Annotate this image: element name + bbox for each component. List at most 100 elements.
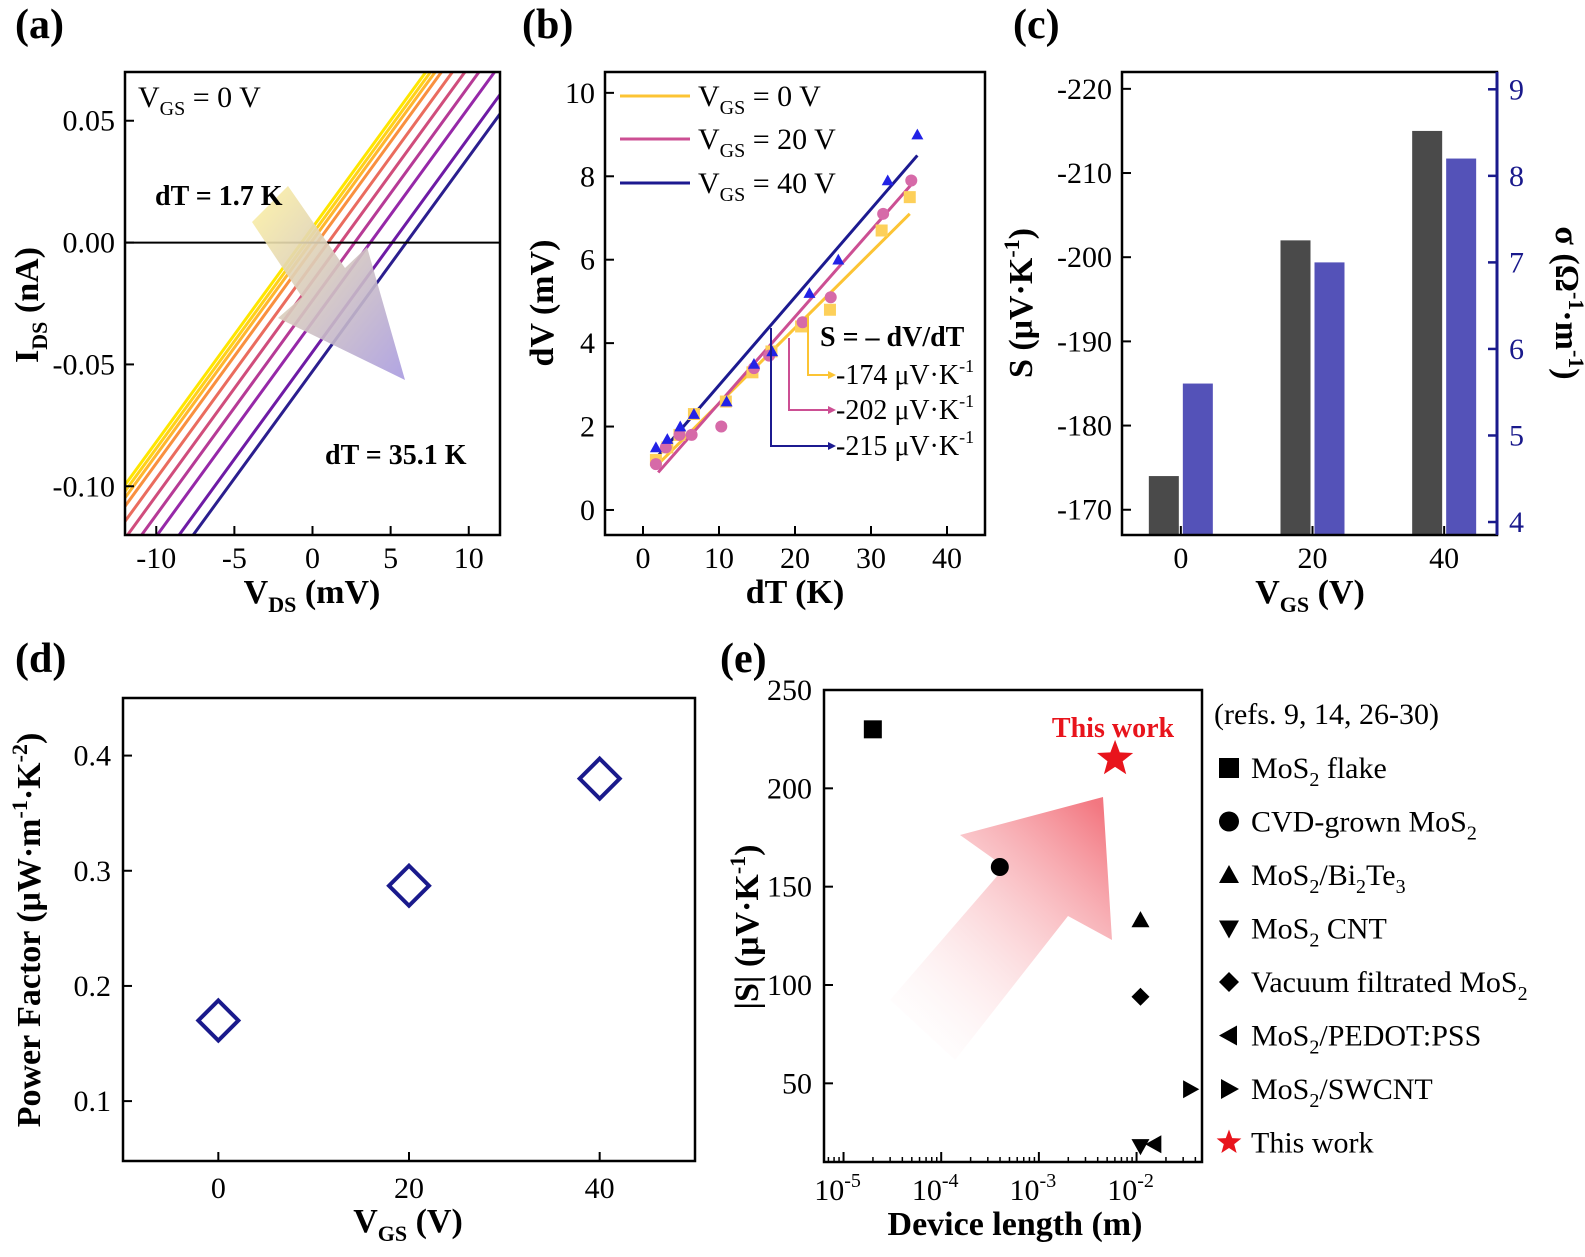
a-dT-arrow (252, 186, 405, 380)
c-ytick-right-label-1: 5 (1509, 419, 1524, 452)
c-bar-sigma-1 (1314, 262, 1345, 535)
b-legend: VGS = 0 V VGS = 20 V VGS = 40 V (620, 80, 836, 206)
b-ytick-label-4: 8 (580, 160, 595, 193)
c-ylabel-left: S (μV·K-1) (999, 228, 1040, 378)
c-bar-S-0 (1148, 476, 1179, 535)
d-ytick-label-1: 0.2 (74, 970, 112, 1003)
e-xlabel: Device length (m) (888, 1206, 1143, 1243)
a-dT-start: dT = 1.7 K (155, 181, 283, 212)
e-legend-marker-1 (1219, 811, 1239, 832)
b-annotation-2: -215 μV·K-1 (836, 427, 974, 462)
b-xtick-label-3: 30 (856, 542, 886, 575)
c-xtick-label-1: 20 (1298, 542, 1328, 575)
a-ylabel: IDS (nA) (9, 247, 52, 363)
b-fit-line-1 (657, 183, 913, 474)
d-point-0 (195, 997, 242, 1044)
panel-e: (e) 10-5 10-4 10-3 10-2 50 100 150 200 250 This … (720, 636, 1528, 1243)
b-annotation-0: -174 μV·K-1 (836, 356, 974, 391)
b-point-2-10 (911, 128, 924, 140)
b-annotation-arrows (770, 314, 836, 450)
e-legend-label-7: This work (1251, 1127, 1374, 1160)
e-trend-arrow (890, 797, 1112, 1060)
d-xtick-label-1: 20 (394, 1172, 424, 1205)
b-point-2-1 (661, 433, 674, 444)
b-point-1-1 (659, 441, 672, 454)
e-point-6 (1183, 1080, 1200, 1099)
b-legend-label-2: VGS = 40 V (698, 167, 836, 206)
d-ytick-label-3: 0.4 (74, 740, 112, 773)
c-xtick-label-2: 40 (1429, 542, 1459, 575)
e-legend-marker-3 (1219, 920, 1239, 939)
e-legend-header: (refs. 9, 14, 26-30) (1214, 698, 1439, 731)
c-bar-S-1 (1280, 240, 1311, 535)
e-legend-marker-2 (1219, 865, 1239, 883)
e-point-5 (1145, 1135, 1162, 1154)
e-legend-marker-4 (1219, 972, 1239, 992)
d-markers (195, 755, 623, 1044)
d-point-2 (576, 755, 623, 802)
e-legend-label-5: MoS2/PEDOT:PSS (1251, 1020, 1481, 1059)
b-legend-label-0: VGS = 0 V (698, 80, 821, 119)
d-axes-ticks: 0 20 40 0.1 0.2 0.3 0.4 (74, 740, 615, 1205)
a-ytick-label-3: -0.10 (53, 470, 116, 503)
b-point-0-9 (875, 224, 888, 237)
b-point-2-4 (720, 395, 733, 407)
b-axes-ticks: 0 10 20 30 40 0 2 4 6 8 10 (565, 77, 962, 575)
b-fit-line-0 (657, 212, 911, 466)
e-markers (863, 720, 1200, 1156)
e-ytick-label-4: 250 (767, 674, 812, 707)
c-xtick-label-0: 0 (1173, 542, 1188, 575)
a-xtick-label-0: -10 (136, 542, 176, 575)
c-ytick-left-label-0: -220 (1057, 73, 1112, 106)
e-ytick-label-2: 150 (767, 871, 812, 904)
b-ytick-label-3: 6 (580, 244, 595, 277)
b-fit-line-2 (657, 154, 919, 457)
a-curve-9 (191, 113, 500, 535)
d-point-1 (386, 862, 432, 909)
a-dT-end: dT = 35.1 K (325, 440, 467, 471)
e-point-0 (863, 720, 882, 739)
b-annotation-1: -202 μV·K-1 (836, 391, 974, 426)
b-xtick-label-2: 20 (780, 542, 810, 575)
a-gate-label: VGS = 0 V (138, 81, 261, 120)
b-legend-label-1: VGS = 20 V (698, 123, 836, 162)
b-ytick-label-5: 10 (565, 77, 595, 110)
c-ytick-left-label-2: -200 (1057, 241, 1112, 274)
e-legend-marker-6 (1221, 1079, 1239, 1099)
a-ytick-label-0: 0.05 (63, 105, 116, 138)
c-ytick-left-label-4: -180 (1057, 410, 1112, 443)
b-point-1-8 (824, 291, 837, 304)
b-point-1-10 (905, 174, 918, 187)
b-xtick-label-1: 10 (704, 542, 734, 575)
b-point-1-2 (673, 428, 686, 441)
c-bar-sigma-0 (1182, 383, 1213, 535)
b-ytick-label-1: 2 (580, 411, 595, 444)
d-xtick-label-2: 40 (585, 1172, 615, 1205)
e-xtick-label-2: 10-3 (1010, 1170, 1057, 1207)
a-axes-ticks: -10 -5 0 5 10 0.05 0.00 -0.05 -0.10 (53, 105, 484, 575)
panel-label-d: (d) (15, 636, 66, 682)
e-ytick-label-0: 50 (782, 1067, 812, 1100)
b-point-2-6 (766, 345, 779, 357)
e-ylabel: |S| (μV·K-1) (725, 845, 766, 1010)
e-point-7 (1096, 739, 1134, 775)
e-legend: MoS2 flake CVD-grown MoS2 MoS2/Bi2Te3 MoS2 … (1216, 752, 1528, 1160)
b-point-1-0 (649, 458, 662, 471)
c-ytick-left-label-3: -190 (1057, 325, 1112, 358)
e-legend-label-3: MoS2 CNT (1251, 913, 1387, 952)
b-ytick-label-2: 4 (580, 327, 595, 360)
b-ytick-label-0: 0 (580, 494, 595, 527)
a-xtick-label-4: 10 (454, 542, 484, 575)
d-xtick-label-0: 0 (211, 1172, 226, 1205)
e-point-4 (1131, 987, 1150, 1006)
b-point-2-8 (832, 253, 845, 265)
e-legend-label-6: MoS2/SWCNT (1251, 1073, 1433, 1112)
b-point-2-9 (881, 174, 894, 186)
c-ytick-left-label-5: -170 (1057, 494, 1112, 527)
c-bars (1148, 130, 1477, 535)
panel-label-a: (a) (15, 2, 64, 48)
c-xlabel: VGS (V) (1255, 574, 1365, 617)
b-xtick-label-4: 40 (932, 542, 962, 575)
e-xtick-label-1: 10-4 (912, 1170, 959, 1207)
